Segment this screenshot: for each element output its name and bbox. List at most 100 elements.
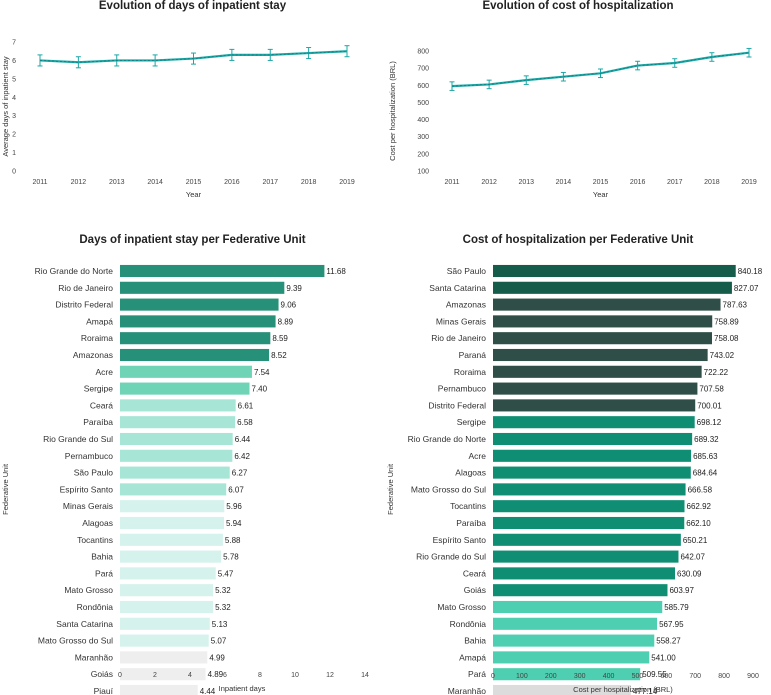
category-label: Alagoas <box>82 518 113 528</box>
bar <box>120 281 285 294</box>
bar <box>120 399 236 412</box>
bar <box>120 348 270 362</box>
data-label: 6.61 <box>238 401 254 410</box>
data-label: 722.22 <box>704 368 729 377</box>
x-axis-label: Cost per hospitalization (BRL) <box>573 685 673 694</box>
x-tick-label: 0 <box>118 672 122 679</box>
x-axis-label: Inpatient days <box>219 684 266 693</box>
bar <box>493 348 708 362</box>
data-label: 6.42 <box>234 452 250 461</box>
data-label: 541.00 <box>651 653 676 662</box>
category-label: Ceará <box>463 568 486 578</box>
x-tick-label: 600 <box>660 673 672 680</box>
data-label: 700.01 <box>697 401 722 410</box>
x-tick-label: 400 <box>603 673 615 680</box>
data-label: 5.32 <box>215 586 231 595</box>
chart-title: Days of inpatient stay per Federative Un… <box>79 234 306 246</box>
category-label: Rio Grande do Norte <box>408 434 487 444</box>
bar <box>493 315 713 328</box>
x-tick-label: 2019 <box>741 179 757 186</box>
trend-line <box>39 50 348 63</box>
data-label: 567.95 <box>659 620 684 629</box>
category-label: Amapá <box>86 316 113 326</box>
x-tick-label: 6 <box>223 672 227 679</box>
data-label: 6.44 <box>235 435 251 444</box>
category-label: Pernambuco <box>65 451 113 461</box>
category-label: Rio Grande do Sul <box>43 434 113 444</box>
bar <box>493 516 685 530</box>
trend-line <box>451 52 750 87</box>
category-label: Paraíba <box>456 518 486 528</box>
y-tick-label: 0 <box>12 169 16 176</box>
data-label: 8.59 <box>272 334 288 343</box>
bar <box>120 298 279 311</box>
bar <box>493 500 685 513</box>
x-tick-label: 2011 <box>32 179 47 186</box>
bar <box>493 567 676 580</box>
data-label: 827.07 <box>734 284 759 293</box>
x-tick-label: 900 <box>747 673 759 680</box>
bar <box>120 684 198 695</box>
data-label: 689.32 <box>694 435 719 444</box>
x-tick-label: 2017 <box>262 179 278 186</box>
category-label: Pará <box>468 669 486 679</box>
category-label: Pernambuco <box>438 384 486 394</box>
bar <box>493 533 681 546</box>
category-label: São Paulo <box>447 266 486 276</box>
data-label: 5.88 <box>225 536 241 545</box>
category-label: Bahia <box>464 636 486 646</box>
y-axis-label: Federative Unit <box>386 463 395 515</box>
x-tick-label: 2013 <box>518 179 534 186</box>
data-label: 7.54 <box>254 368 270 377</box>
data-label: 6.27 <box>232 469 248 478</box>
x-tick-label: 10 <box>291 672 299 679</box>
x-tick-label: 12 <box>326 672 334 679</box>
bar <box>493 298 721 311</box>
x-tick-label: 2018 <box>704 179 720 186</box>
line-chart-plot: 100 200 300 400 500 600 700 800 2011 2012 2013 2014… <box>388 47 757 199</box>
data-label: 5.78 <box>223 553 239 562</box>
bar <box>120 416 236 429</box>
bar-chart-plot: São Paulo 840.18 Santa Catarina 827.07 Amazo… <box>386 264 763 695</box>
bar <box>120 332 271 345</box>
x-tick-label: 800 <box>718 673 730 680</box>
x-tick-label: 14 <box>361 672 369 679</box>
bar-chart-plot: Rio Grande do Norte 11.68 Rio de Janeiro 9.… <box>1 264 369 695</box>
category-label: Sergipe <box>457 417 487 427</box>
category-label: Amapá <box>459 652 486 662</box>
category-label: Mato Grosso <box>437 602 486 612</box>
data-label: 11.68 <box>326 267 346 276</box>
category-label: Roraima <box>454 367 486 377</box>
x-tick-label: 2013 <box>109 179 125 186</box>
y-tick-label: 7 <box>12 40 16 47</box>
category-label: Maranhão <box>448 686 487 695</box>
x-tick-label: 200 <box>545 673 557 680</box>
data-label: 8.52 <box>271 351 287 360</box>
data-label: 650.21 <box>683 536 708 545</box>
data-label: 585.79 <box>664 603 689 612</box>
y-axis-label: Cost per hospitalization (BRL) <box>388 61 397 161</box>
chart-title: Evolution of days of inpatient stay <box>98 0 287 12</box>
bar <box>120 634 209 647</box>
y-tick-label: 1 <box>12 150 16 157</box>
x-tick-label: 2015 <box>593 179 609 186</box>
category-label: Mato Grosso do Sul <box>411 484 486 494</box>
x-tick-label: 2016 <box>630 179 646 186</box>
y-axis-label: Average days of inpatient stay <box>1 56 10 157</box>
category-label: Rondônia <box>450 619 487 629</box>
y-tick-label: 700 <box>417 66 429 73</box>
y-tick-label: 3 <box>12 113 16 120</box>
category-label: Minas Gerais <box>436 316 486 326</box>
x-tick-label: 2019 <box>339 179 355 186</box>
chart-cost-per-uf: Cost of hospitalization per Federative U… <box>385 230 771 695</box>
data-label: 684.64 <box>693 469 718 478</box>
category-label: Rio Grande do Norte <box>35 266 114 276</box>
category-label: Pará <box>95 568 113 578</box>
data-label: 666.58 <box>688 485 713 494</box>
bar <box>493 432 693 446</box>
x-axis-label: Year <box>593 190 609 199</box>
bar <box>493 483 686 496</box>
y-tick-label: 6 <box>12 58 16 65</box>
data-label: 9.06 <box>281 301 297 310</box>
category-label: Bahia <box>91 552 113 562</box>
